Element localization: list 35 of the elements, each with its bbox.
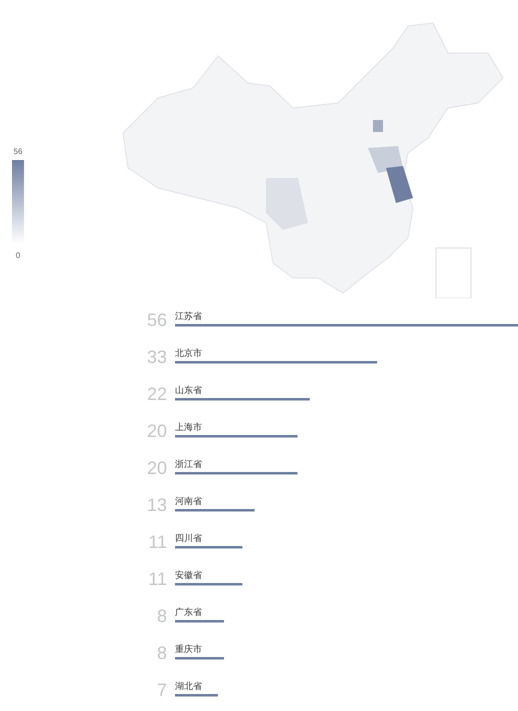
category-label: 安徽省 [175,571,202,581]
data-label: 11 [148,569,167,589]
category-label: 北京市 [175,349,202,359]
data-label: 33 [146,347,167,367]
data-label: 20 [146,458,167,478]
bar [175,361,378,364]
category-label: 四川省 [175,534,202,544]
data-label: 7 [156,680,167,700]
category-label: 上海市 [175,423,202,433]
bar [175,435,298,438]
bar [175,694,218,696]
category-label: 广东省 [175,608,202,618]
data-label: 8 [156,643,167,663]
category-label: 重庆市 [175,645,202,655]
category-label: 湖北省 [175,682,202,692]
bar [175,398,310,400]
data-label: 11 [148,532,167,552]
category-label: 山东省 [175,386,202,396]
data-label: 8 [156,606,167,626]
bar [175,509,255,512]
bar [175,546,242,548]
category-label: 河南省 [175,497,202,507]
bar [175,583,242,586]
data-label: 20 [146,421,167,441]
data-label: 13 [146,495,167,515]
bar [175,324,518,326]
text: 56 [14,147,23,156]
bar [175,620,224,622]
bar [175,472,298,474]
text: 0 [16,251,21,260]
category-label: 浙江省 [175,460,202,470]
bar [175,657,224,660]
category-label: 江苏省 [175,312,202,322]
data-label: 56 [146,310,167,330]
data-label: 22 [146,384,167,404]
